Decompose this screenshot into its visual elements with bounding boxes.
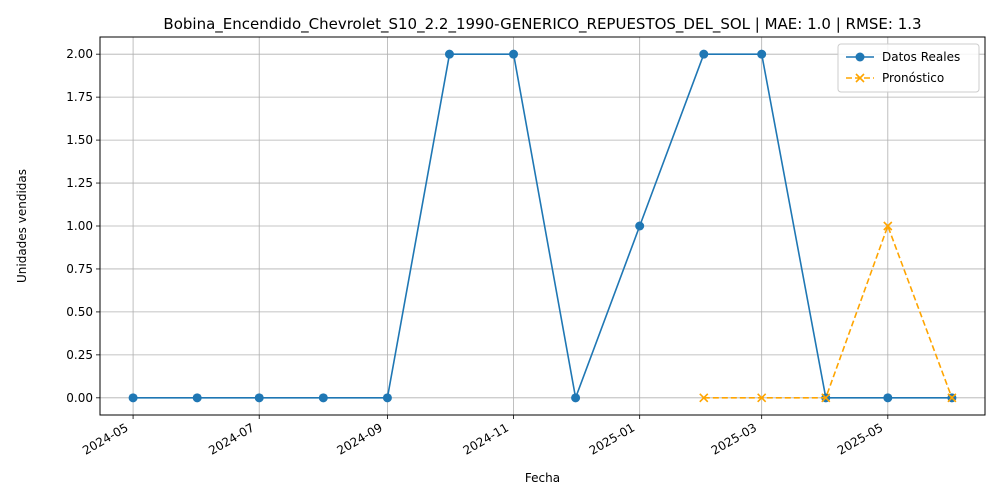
data-point (509, 49, 519, 59)
y-tick-label: 1.25 (66, 176, 93, 190)
data-point (571, 393, 581, 403)
legend-label: Pronóstico (882, 71, 944, 85)
data-point (757, 393, 767, 403)
y-tick-label: 0.25 (66, 348, 93, 362)
legend-marker (855, 73, 865, 83)
data-point (635, 221, 645, 231)
y-tick-label: 0.00 (66, 391, 93, 405)
series-line (133, 53, 952, 401)
data-point (254, 393, 264, 403)
data-point (821, 393, 831, 403)
data-point (883, 221, 893, 231)
series-layer (128, 49, 957, 403)
data-point (757, 49, 767, 59)
y-tick-label: 2.00 (66, 47, 93, 61)
data-point (382, 393, 392, 403)
data-point (947, 393, 957, 403)
y-tick-label: 1.00 (66, 219, 93, 233)
data-point (883, 393, 893, 403)
x-axis-title: Fecha (525, 471, 560, 485)
y-tick-label: 1.75 (66, 90, 93, 104)
chart-title: Bobina_Encendido_Chevrolet_S10_2.2_1990-… (163, 15, 921, 34)
data-point (444, 49, 454, 59)
y-tick-label: 0.75 (66, 262, 93, 276)
series-2 (699, 221, 957, 403)
y-axis-title: Unidades vendidas (15, 169, 29, 283)
data-point (699, 393, 709, 403)
legend-label: Datos Reales (882, 50, 960, 64)
data-point (128, 393, 138, 403)
legend-box (837, 43, 980, 93)
legend: Datos Reales Pronóstico (837, 43, 980, 93)
legend-marker (855, 52, 865, 62)
y-tick-label: 1.50 (66, 133, 93, 147)
data-point (318, 393, 328, 403)
data-point (699, 49, 709, 59)
y-tick-label: 0.50 (66, 305, 93, 319)
data-point (192, 393, 202, 403)
